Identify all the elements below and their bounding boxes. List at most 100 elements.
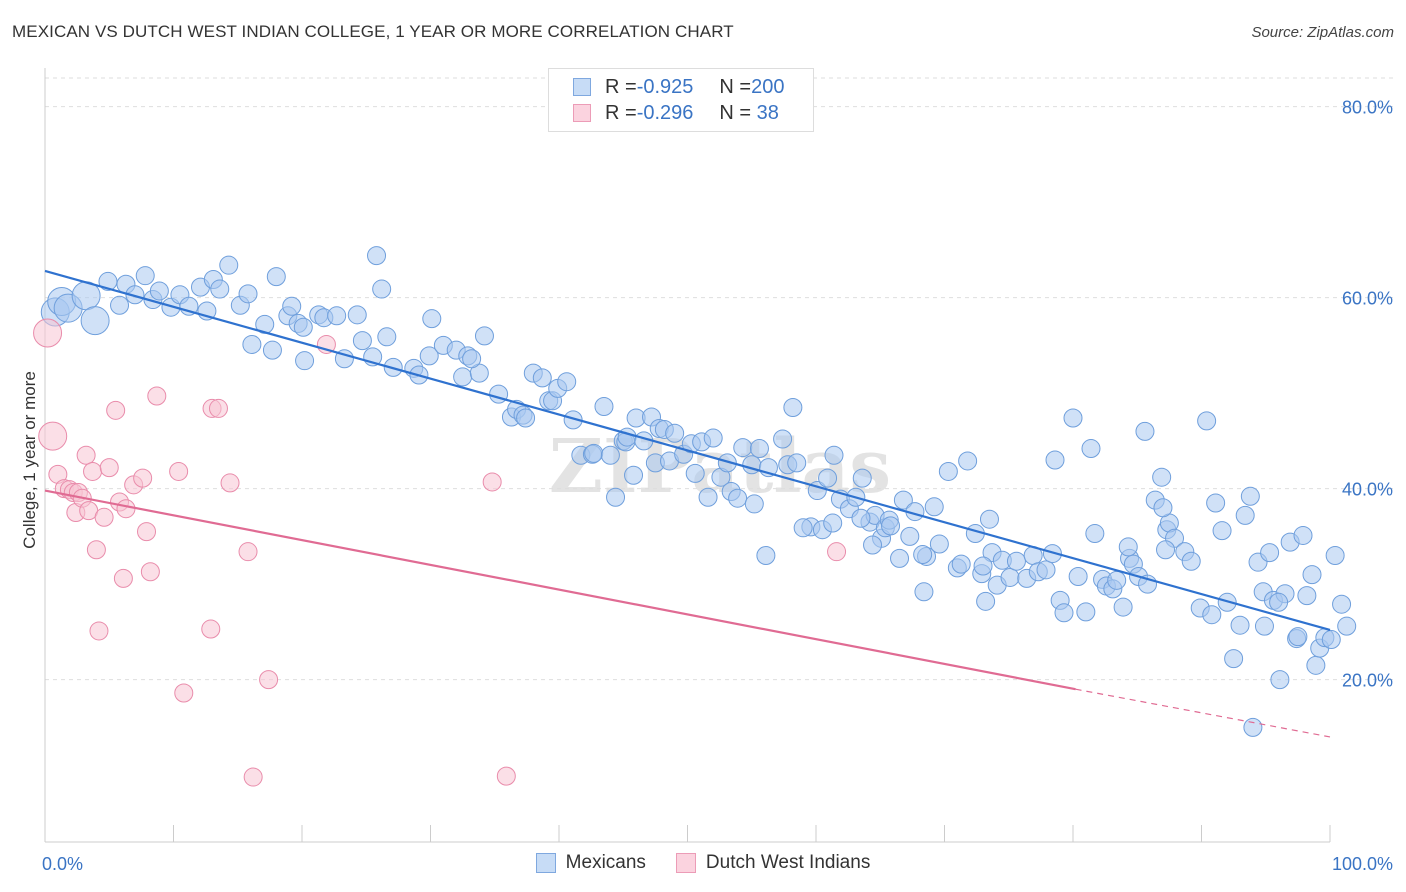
series-legend-mexicans[interactable]: Mexicans <box>535 852 646 874</box>
point-mexicans <box>1235 505 1255 525</box>
point-mexicans <box>347 305 367 325</box>
point-mexicans <box>1076 602 1096 622</box>
point-mexicans <box>824 445 844 465</box>
point-mexicans <box>352 331 372 351</box>
point-mexicans <box>1269 592 1289 612</box>
point-mexicans <box>787 453 807 473</box>
point-mexicans <box>532 368 552 388</box>
legend-r-label: R = <box>605 101 637 124</box>
point-dutch-west-indians <box>99 458 119 478</box>
point-mexicans <box>516 408 536 428</box>
series-label-mexicans: Mexicans <box>565 852 646 873</box>
point-mexicans <box>327 306 347 326</box>
chart-title: MEXICAN VS DUTCH WEST INDIAN COLLEGE, 1 … <box>12 22 734 41</box>
y-tick-label: 20.0% <box>1342 671 1393 691</box>
y-axis-label: College, 1 year or more <box>20 371 39 549</box>
point-mexicans <box>462 349 482 369</box>
point-dutch-west-indians <box>169 461 189 481</box>
legend-row-mexicans: R = -0.925 N = 200 <box>573 74 784 100</box>
point-mexicans <box>881 516 901 536</box>
point-mexicans <box>717 453 737 473</box>
point-mexicans <box>1288 627 1308 647</box>
point-mexicans <box>1240 486 1260 506</box>
point-mexicans <box>1206 493 1226 513</box>
point-mexicans <box>1297 586 1317 606</box>
point-mexicans <box>698 487 718 507</box>
point-mexicans <box>1197 411 1217 431</box>
series-swatch-dutch-west-indians <box>675 853 696 873</box>
point-mexicans <box>293 317 313 337</box>
point-mexicans <box>80 306 110 336</box>
point-mexicans <box>749 439 769 459</box>
point-mexicans <box>262 340 282 360</box>
point-dutch-west-indians <box>243 767 263 787</box>
point-dutch-west-indians <box>482 472 502 492</box>
point-mexicans <box>1156 540 1176 560</box>
point-mexicans <box>976 591 996 611</box>
point-mexicans <box>419 346 439 366</box>
series-swatch-mexicans <box>535 853 556 873</box>
point-mexicans <box>624 465 644 485</box>
point-mexicans <box>851 508 871 528</box>
point-mexicans <box>453 367 473 387</box>
point-dutch-west-indians <box>827 542 847 562</box>
x-tick-label: 100.0% <box>1332 854 1393 874</box>
point-mexicans <box>929 534 949 554</box>
point-mexicans <box>1224 649 1244 669</box>
legend-r-value: -0.296 <box>636 101 694 124</box>
point-mexicans <box>793 518 813 538</box>
point-mexicans <box>773 429 793 449</box>
point-mexicans <box>1107 570 1127 590</box>
legend-n-value: 38 <box>751 101 779 124</box>
point-mexicans <box>1081 439 1101 459</box>
point-mexicans <box>979 509 999 529</box>
series-legend-dutch-west-indians[interactable]: Dutch West Indians <box>675 852 870 874</box>
point-mexicans <box>600 445 620 465</box>
point-mexicans <box>1306 655 1326 675</box>
point-mexicans <box>594 397 614 417</box>
point-mexicans <box>1181 551 1201 571</box>
point-dutch-west-indians <box>220 473 240 493</box>
legend-n-label: N = <box>719 101 752 124</box>
point-dutch-west-indians <box>496 766 516 786</box>
point-mexicans <box>474 326 494 346</box>
point-dutch-west-indians <box>116 499 136 519</box>
point-mexicans <box>665 423 685 443</box>
point-mexicans <box>1135 421 1155 441</box>
point-mexicans <box>1068 567 1088 587</box>
point-mexicans <box>266 267 286 287</box>
legend-r-label: R = <box>605 75 637 98</box>
point-mexicans <box>1325 546 1345 565</box>
point-mexicans <box>1293 525 1313 545</box>
point-mexicans <box>1337 616 1357 636</box>
point-dutch-west-indians <box>86 540 106 560</box>
y-tick-label: 40.0% <box>1342 480 1393 500</box>
point-mexicans <box>557 372 577 392</box>
y-tick-label: 80.0% <box>1342 98 1393 118</box>
point-mexicans <box>1153 498 1173 518</box>
point-mexicans <box>973 556 993 576</box>
point-mexicans <box>606 487 626 507</box>
legend-n-value: 200 <box>751 75 785 98</box>
legend-swatch-dutch-west-indians <box>573 104 591 122</box>
point-mexicans <box>893 490 913 510</box>
point-dutch-west-indians <box>238 542 258 562</box>
point-mexicans <box>852 468 872 488</box>
point-dutch-west-indians <box>201 619 221 639</box>
point-mexicans <box>219 255 239 275</box>
point-mexicans <box>823 513 843 533</box>
point-mexicans <box>422 309 442 329</box>
point-mexicans <box>703 428 723 448</box>
point-dutch-west-indians <box>33 318 63 348</box>
point-mexicans <box>1085 524 1105 544</box>
point-dutch-west-indians <box>137 522 157 542</box>
point-mexicans <box>863 535 883 555</box>
point-dutch-west-indians <box>208 398 228 418</box>
point-mexicans <box>1054 603 1074 623</box>
trend-line-dutch-west-indians <box>44 489 1076 691</box>
point-mexicans <box>958 451 978 471</box>
point-mexicans <box>951 554 971 574</box>
point-mexicans <box>913 545 933 565</box>
legend-r-value: -0.925 <box>636 75 694 98</box>
